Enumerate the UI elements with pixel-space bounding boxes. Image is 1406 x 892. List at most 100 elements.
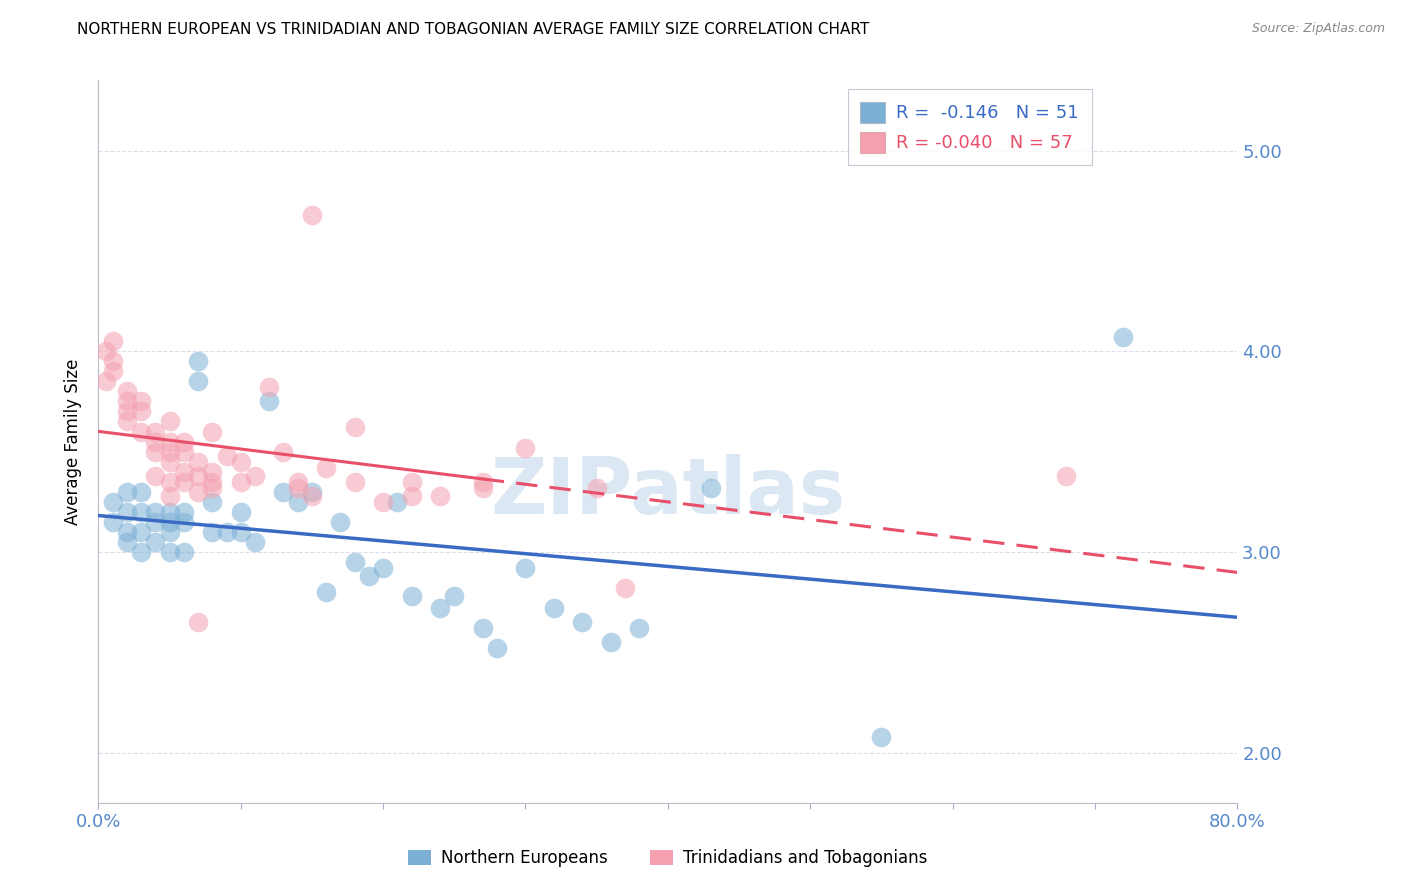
Point xyxy=(94,344,117,359)
Point xyxy=(173,475,195,489)
Point xyxy=(187,374,209,388)
Point xyxy=(699,481,721,495)
Point xyxy=(301,208,323,222)
Point xyxy=(329,515,352,529)
Point xyxy=(486,641,509,656)
Point xyxy=(145,425,167,439)
Point xyxy=(159,434,181,449)
Point xyxy=(159,475,181,489)
Point xyxy=(243,468,266,483)
Point xyxy=(173,505,195,519)
Point xyxy=(159,454,181,468)
Point xyxy=(1056,468,1078,483)
Point xyxy=(315,585,337,599)
Point xyxy=(201,524,224,539)
Point xyxy=(471,621,494,635)
Y-axis label: Average Family Size: Average Family Size xyxy=(63,359,82,524)
Point xyxy=(259,394,281,409)
Point xyxy=(357,569,380,583)
Point xyxy=(159,515,181,529)
Point xyxy=(243,534,266,549)
Point xyxy=(115,394,138,409)
Point xyxy=(515,561,537,575)
Point xyxy=(429,489,451,503)
Point xyxy=(115,534,138,549)
Point xyxy=(429,601,451,615)
Point xyxy=(229,475,252,489)
Point xyxy=(115,384,138,399)
Point xyxy=(115,524,138,539)
Point xyxy=(101,354,124,368)
Point xyxy=(443,589,465,603)
Point xyxy=(273,444,295,458)
Point xyxy=(471,475,494,489)
Point xyxy=(401,589,423,603)
Point xyxy=(870,730,893,744)
Point xyxy=(543,601,565,615)
Point xyxy=(215,524,238,539)
Point xyxy=(159,524,181,539)
Point xyxy=(600,635,623,649)
Point xyxy=(585,481,607,495)
Point xyxy=(187,615,209,630)
Point xyxy=(129,484,152,499)
Point xyxy=(129,545,152,559)
Point xyxy=(173,444,195,458)
Point xyxy=(471,481,494,495)
Point xyxy=(129,394,152,409)
Point xyxy=(315,460,337,475)
Point xyxy=(201,465,224,479)
Point xyxy=(129,425,152,439)
Point xyxy=(145,505,167,519)
Point xyxy=(115,414,138,428)
Point xyxy=(259,380,281,394)
Point xyxy=(343,555,366,569)
Point xyxy=(287,481,309,495)
Text: NORTHERN EUROPEAN VS TRINIDADIAN AND TOBAGONIAN AVERAGE FAMILY SIZE CORRELATION : NORTHERN EUROPEAN VS TRINIDADIAN AND TOB… xyxy=(77,22,869,37)
Point xyxy=(159,545,181,559)
Point xyxy=(628,621,651,635)
Point xyxy=(159,444,181,458)
Point xyxy=(145,515,167,529)
Point xyxy=(173,545,195,559)
Point xyxy=(187,454,209,468)
Text: ZIPatlas: ZIPatlas xyxy=(491,454,845,530)
Point xyxy=(159,489,181,503)
Point xyxy=(401,489,423,503)
Point xyxy=(287,494,309,508)
Point xyxy=(373,561,395,575)
Point xyxy=(173,465,195,479)
Point xyxy=(187,354,209,368)
Point xyxy=(1112,330,1135,344)
Point xyxy=(201,475,224,489)
Point xyxy=(101,515,124,529)
Point xyxy=(187,484,209,499)
Point xyxy=(145,534,167,549)
Point xyxy=(159,414,181,428)
Point xyxy=(145,434,167,449)
Point xyxy=(115,505,138,519)
Point xyxy=(101,494,124,508)
Point xyxy=(201,425,224,439)
Point xyxy=(129,404,152,418)
Point xyxy=(287,475,309,489)
Point xyxy=(129,524,152,539)
Point xyxy=(159,505,181,519)
Point xyxy=(229,524,252,539)
Point xyxy=(273,484,295,499)
Point xyxy=(571,615,593,630)
Point xyxy=(301,489,323,503)
Point xyxy=(115,404,138,418)
Point xyxy=(301,484,323,499)
Point xyxy=(401,475,423,489)
Point xyxy=(229,505,252,519)
Point xyxy=(343,475,366,489)
Point xyxy=(515,441,537,455)
Point xyxy=(173,434,195,449)
Point xyxy=(94,374,117,388)
Point xyxy=(129,505,152,519)
Point xyxy=(614,581,637,595)
Point xyxy=(201,481,224,495)
Point xyxy=(187,468,209,483)
Point xyxy=(145,468,167,483)
